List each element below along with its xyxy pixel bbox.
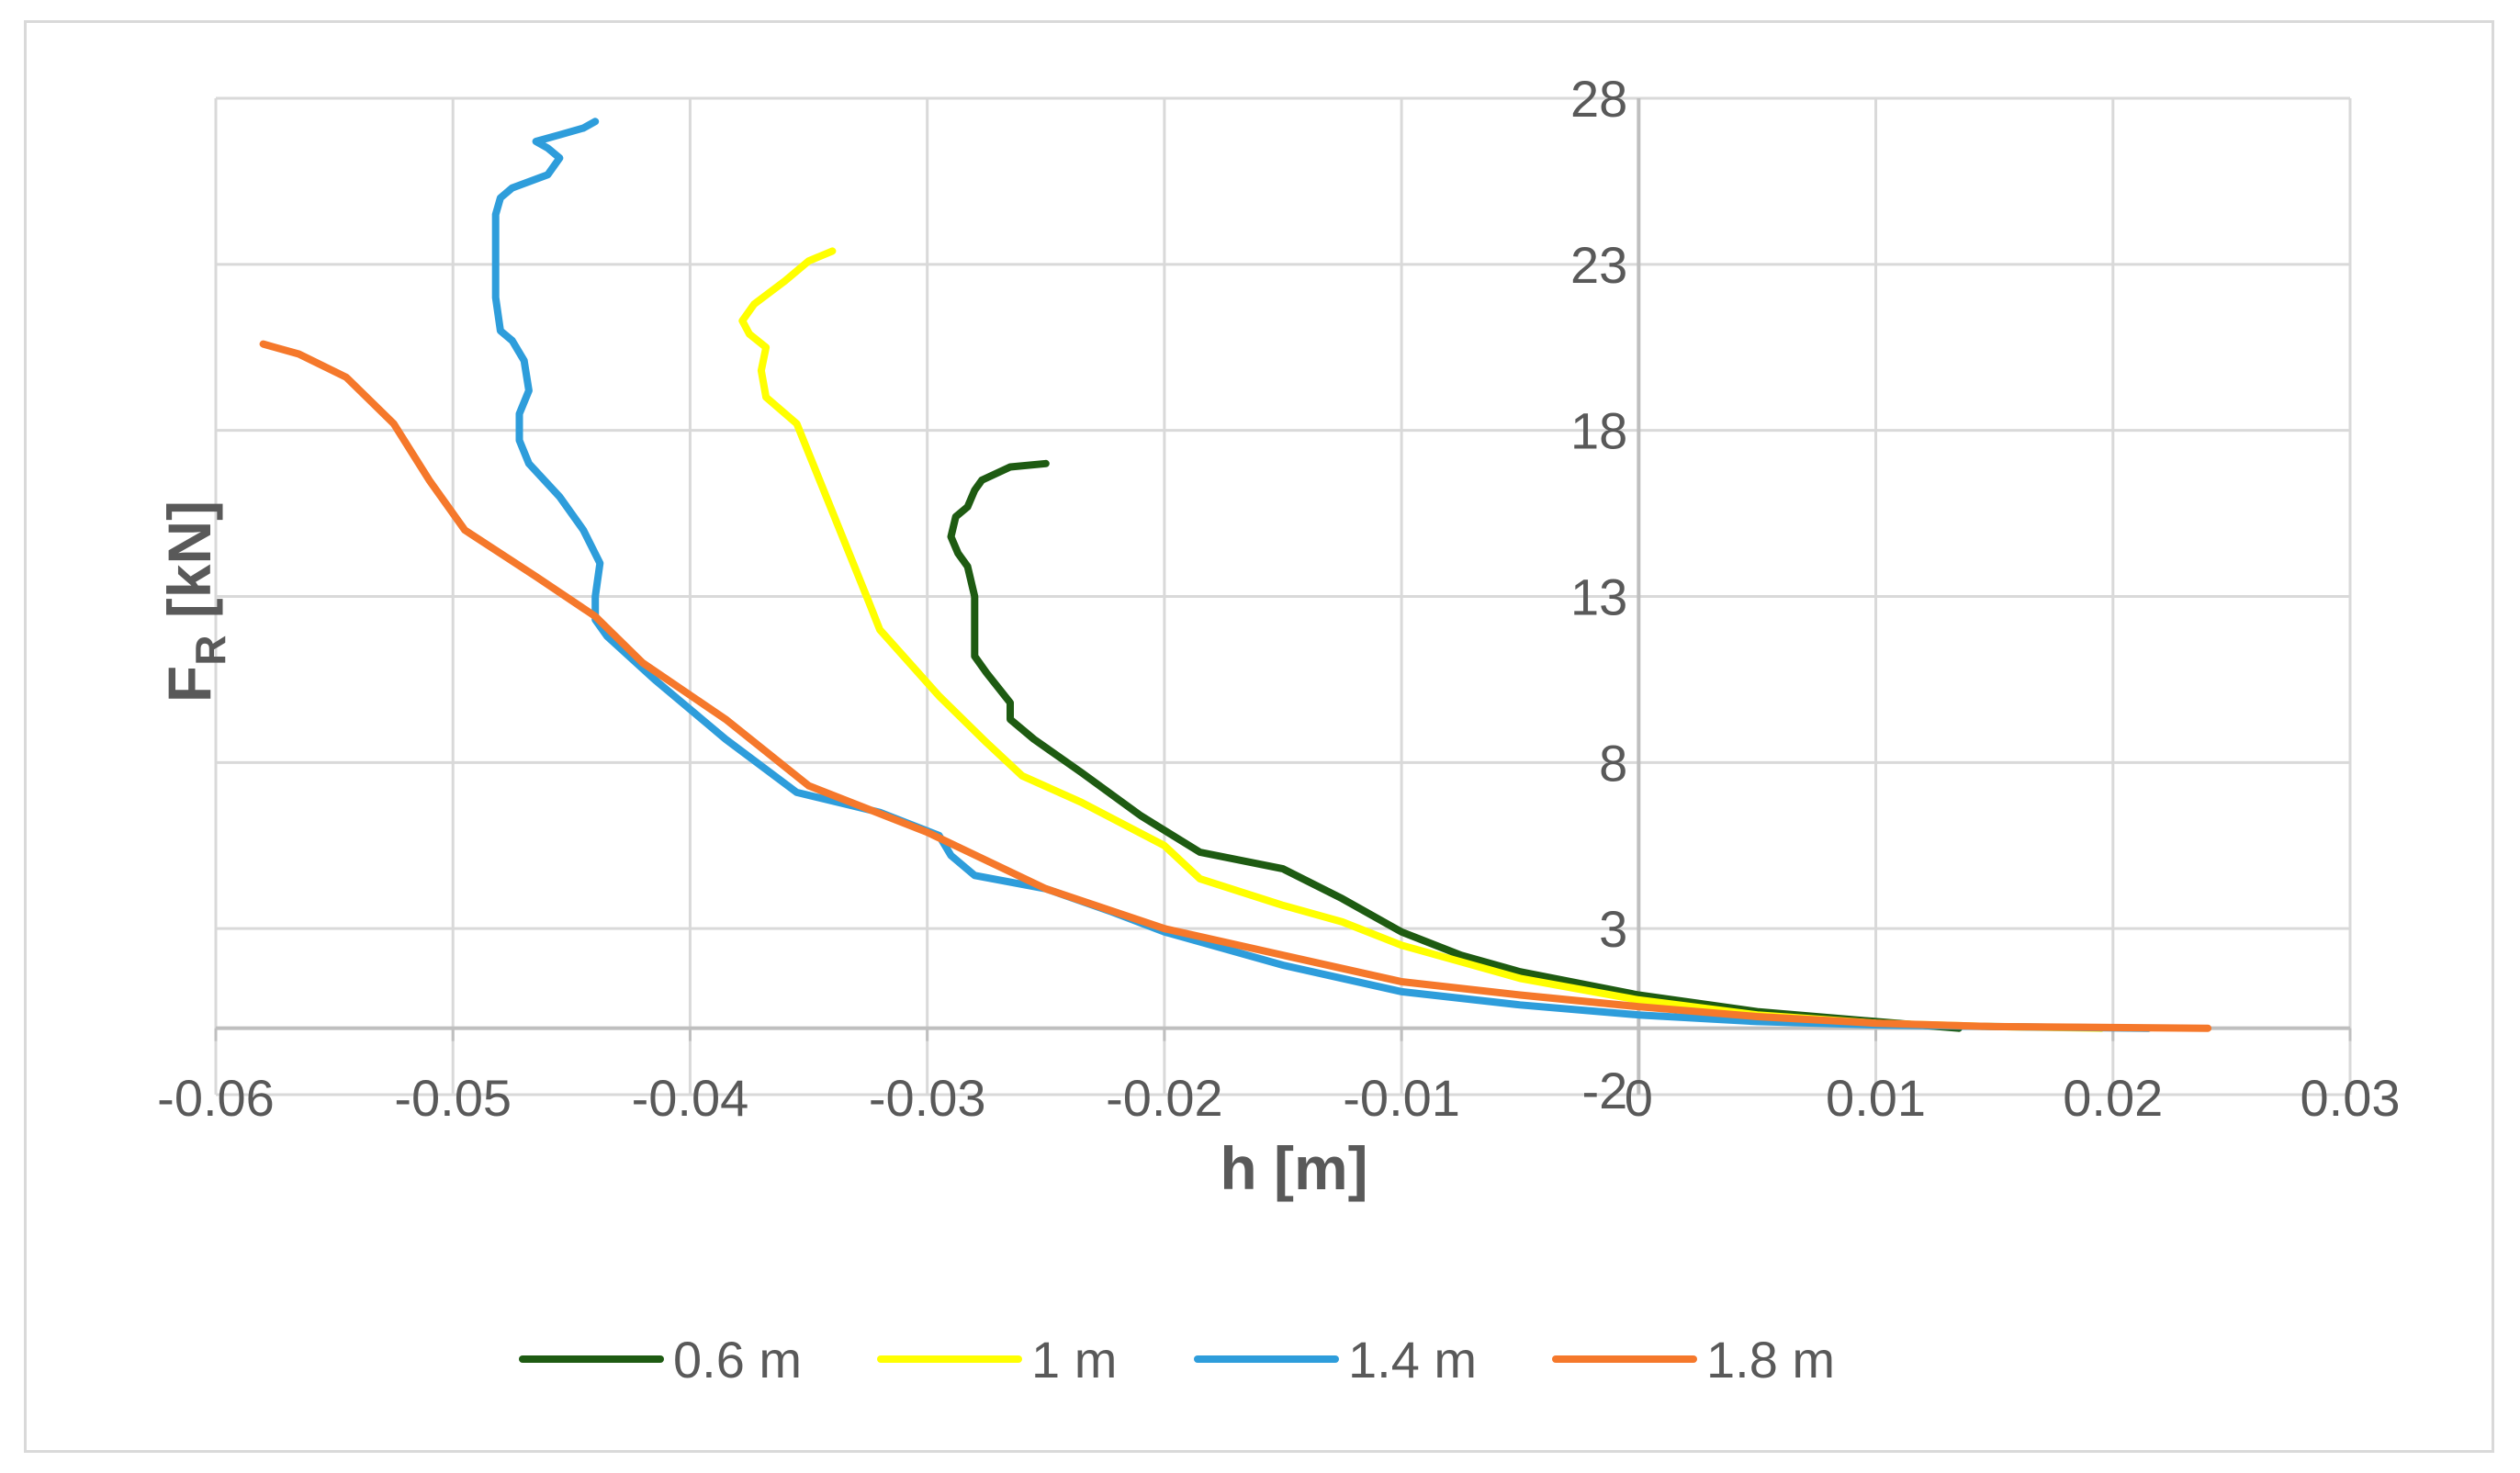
legend-label: 1.4 m [1348,1331,1477,1389]
legend: 0.6 m 1 m 1.4 m 1.8 m [519,1331,1835,1389]
legend-label: 0.6 m [673,1331,802,1389]
x-tick-label: -0.02 [1106,1069,1223,1127]
y-tick-label: 23 [1570,236,1627,294]
x-tick-label: -0.05 [394,1069,512,1127]
x-tick-label: 0 [1625,1069,1653,1127]
x-tick-label: 0.03 [2301,1069,2401,1127]
y-axis-title: FR [kN] [155,500,234,703]
x-tick-label: -0.01 [1343,1069,1460,1127]
y-tick-label: -2 [1582,1062,1628,1119]
legend-label: 1.8 m [1706,1331,1835,1389]
y-axis-title-unit: [kN] [155,500,223,635]
y-tick-label: 13 [1570,568,1627,626]
y-tick-label: 18 [1570,402,1627,460]
x-tick-label: 0.02 [2063,1069,2163,1127]
x-tick-label: 0.01 [1826,1069,1926,1127]
y-tick-label: 28 [1570,70,1627,128]
label-layer: -0.06 -0.05 -0.04 -0.03 -0.02 -0.01 0 0.01 0.02 0… [157,70,2400,1127]
line-chart: -0.06 -0.05 -0.04 -0.03 -0.02 -0.01 0 0.01 0.02 0… [155,70,2401,1389]
series-line-1-4-m [491,118,2153,1032]
y-tick-label: 3 [1599,900,1627,958]
y-axis-title-main: F [155,666,223,703]
x-tick-label: -0.03 [869,1069,986,1127]
y-axis-title-subscript: R [186,635,234,666]
x-tick-label: -0.06 [157,1069,275,1127]
y-tick-label: 8 [1599,734,1627,792]
x-tick-label: -0.04 [632,1069,749,1127]
chart-frame: -0.06 -0.05 -0.04 -0.03 -0.02 -0.01 0 0.01 0.02 0… [24,20,2494,1453]
series-line-1-m [738,247,2105,1032]
series-layer [259,118,2212,1032]
series-line-1-8-m [259,340,2212,1032]
grid-layer [214,96,2352,1096]
x-axis-title: h [m] [1220,1134,1367,1202]
legend-label: 1 m [1031,1331,1117,1389]
series-line-0-6-m [947,459,1963,1032]
